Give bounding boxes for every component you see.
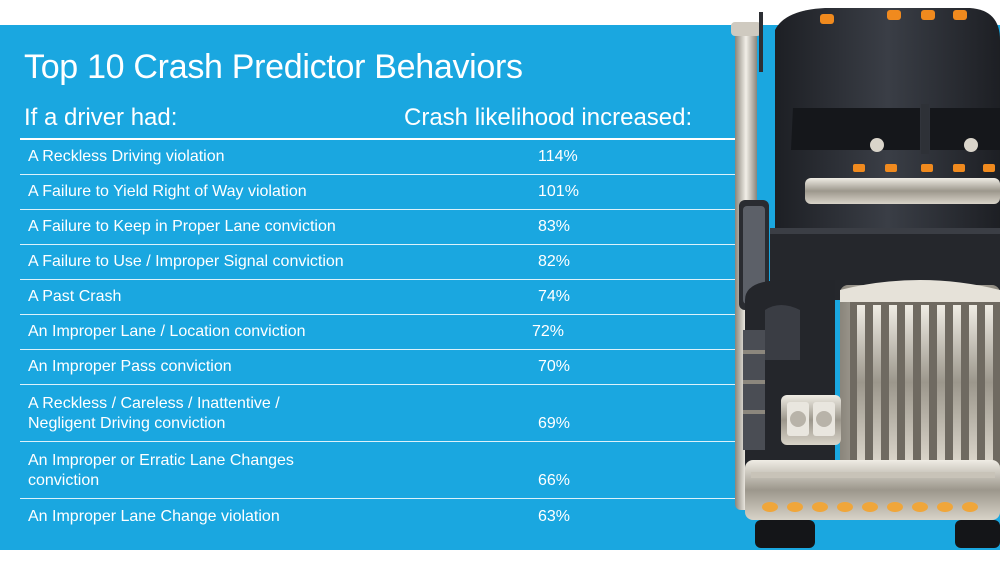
row-label-line: conviction: [28, 472, 100, 489]
row-label: A Failure to Use / Improper Signal convi…: [28, 253, 344, 270]
table-row: A Reckless Driving violation 114%: [20, 140, 745, 175]
table-row: An Improper Pass conviction 70%: [20, 350, 745, 385]
row-label-line: Negligent Driving conviction: [28, 415, 226, 432]
row-value: 82%: [538, 253, 571, 270]
table-row: An Improper Lane / Location conviction 7…: [20, 315, 745, 350]
row-value: 114%: [538, 148, 578, 165]
semi-truck-front-icon: [731, 8, 1000, 548]
table-row: A Past Crash 74%: [20, 280, 745, 315]
row-value: 101%: [538, 183, 579, 200]
row-label: An Improper Lane Change violation: [28, 508, 280, 525]
table-row: An Improper Lane Change violation 63%: [20, 499, 745, 534]
table-row: A Failure to Keep in Proper Lane convict…: [20, 210, 745, 245]
row-label: A Failure to Keep in Proper Lane convict…: [28, 218, 336, 235]
row-value: 74%: [538, 288, 571, 305]
row-value: 63%: [538, 508, 571, 525]
row-label-line: A Reckless / Careless / Inattentive /: [28, 395, 280, 412]
row-value: 72%: [532, 323, 565, 340]
row-label: A Past Crash: [28, 288, 122, 305]
row-value: 69%: [538, 415, 571, 432]
row-value: 66%: [538, 472, 571, 489]
table-row: A Failure to Yield Right of Way violatio…: [20, 175, 745, 210]
row-label-line: An Improper or Erratic Lane Changes: [28, 452, 294, 469]
behavior-table: A Reckless Driving violation 114% A Fail…: [20, 140, 745, 534]
column-header-behavior: If a driver had:: [24, 104, 178, 131]
table-row: A Reckless / Careless / Inattentive / Ne…: [20, 385, 745, 442]
row-label: A Reckless Driving violation: [28, 148, 225, 165]
row-value: 83%: [538, 218, 571, 235]
row-label: An Improper Lane / Location conviction: [28, 323, 306, 340]
row-label: An Improper or Erratic Lane Changes conv…: [28, 451, 294, 491]
page-title: Top 10 Crash Predictor Behaviors: [24, 48, 523, 86]
table-row: An Improper or Erratic Lane Changes conv…: [20, 442, 745, 499]
row-label: A Reckless / Careless / Inattentive / Ne…: [28, 394, 280, 434]
row-value: 70%: [538, 358, 571, 375]
column-header-likelihood: Crash likelihood increased:: [404, 104, 693, 131]
table-row: A Failure to Use / Improper Signal convi…: [20, 245, 745, 280]
row-label: A Failure to Yield Right of Way violatio…: [28, 183, 307, 200]
row-label: An Improper Pass conviction: [28, 358, 232, 375]
header-divider: [20, 138, 745, 140]
